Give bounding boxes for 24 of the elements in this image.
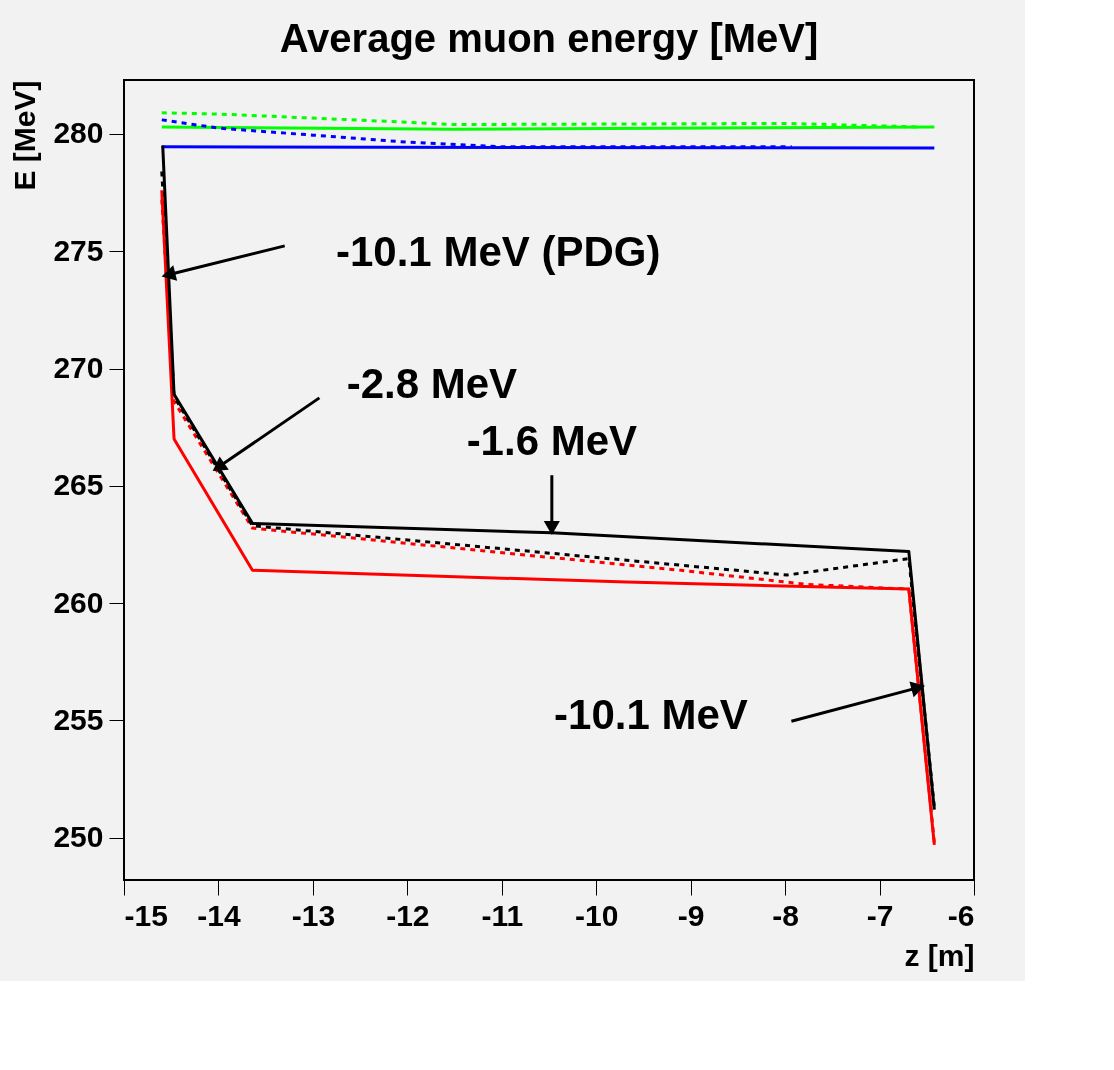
annotation: -10.1 MeV (PDG): [335, 227, 661, 275]
y-axis-title: E [MeV]: [8, 80, 42, 191]
x-tick-label: -15: [124, 898, 168, 932]
x-tick-label: -6: [947, 898, 975, 932]
y-tick-label: 275: [53, 233, 104, 267]
x-tick-label: -8: [772, 898, 799, 932]
annotation: -10.1 MeV: [554, 691, 748, 739]
x-tick-label: -10: [575, 898, 619, 932]
x-tick-label: -12: [386, 898, 430, 932]
chart-title: Average muon energy [MeV]: [279, 16, 819, 60]
annotation: -1.6 MeV: [466, 416, 638, 464]
x-axis-title: z [m]: [904, 938, 975, 972]
x-tick-label: -9: [677, 898, 705, 932]
x-tick-label: -11: [481, 898, 524, 932]
y-tick-label: 255: [53, 702, 104, 736]
y-tick-label: 250: [53, 820, 104, 854]
y-tick-label: 280: [53, 116, 104, 150]
annotation: -2.8 MeV: [346, 360, 518, 408]
y-tick-label: 260: [53, 585, 104, 619]
y-tick-label: 265: [53, 468, 104, 502]
y-tick-label: 270: [53, 351, 104, 385]
x-tick-label: -7: [866, 898, 894, 932]
x-tick-label: -14: [197, 898, 241, 932]
x-tick-label: -13: [291, 898, 336, 932]
